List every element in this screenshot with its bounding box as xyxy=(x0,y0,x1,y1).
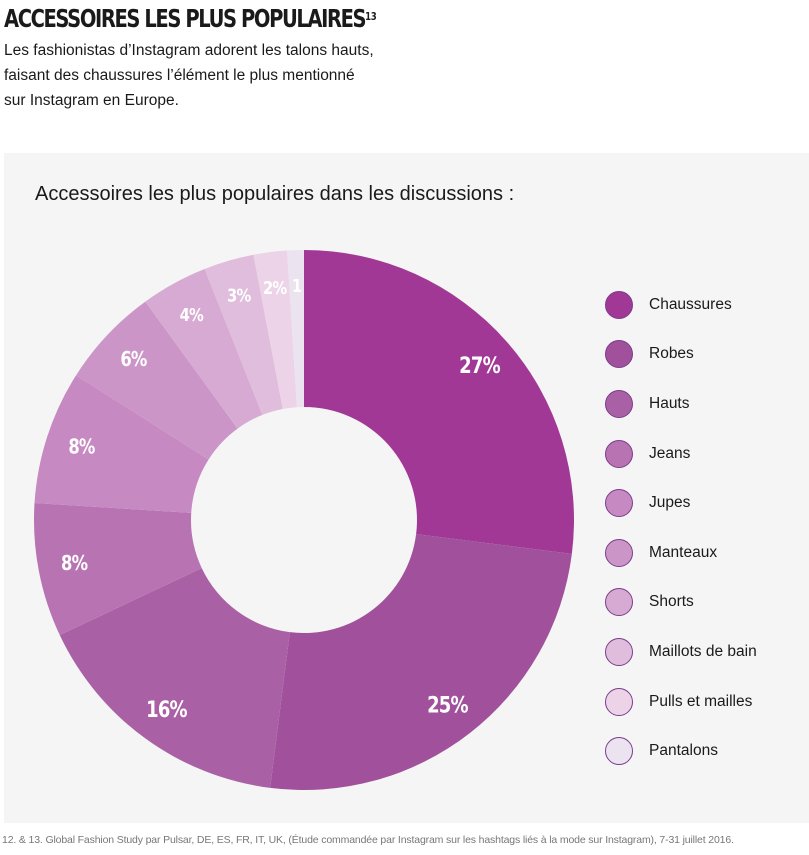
legend-item-jeans: Jeans xyxy=(605,429,757,479)
donut-slice-jeans xyxy=(33,503,202,635)
donut-slice-pantalons xyxy=(287,250,304,408)
legend-item-robes: Robes xyxy=(605,330,757,380)
chart-panel: Accessoires les plus populaires dans les… xyxy=(4,153,809,823)
page-title: ACCESSOIRES LES PLUS POPULAIRES13 xyxy=(4,2,441,36)
header: ACCESSOIRES LES PLUS POPULAIRES13 Les fa… xyxy=(4,2,564,113)
legend-item-shorts: Shorts xyxy=(605,578,757,628)
legend-swatch-jupes xyxy=(605,489,633,518)
legend-label-pulls-et-mailles: Pulls et mailles xyxy=(649,692,753,710)
donut-chart: 27% 25% 16% 8% 8% 6% 4% 3% 2% 1 xyxy=(33,250,574,790)
value-label-jeans: 8% xyxy=(61,552,88,575)
donut-slice-shorts xyxy=(145,268,263,429)
legend-swatch-pulls-et-mailles xyxy=(605,687,633,716)
legend-label-pantalons: Pantalons xyxy=(649,742,718,760)
value-label-pantalons: 1 xyxy=(292,276,302,297)
legend-swatch-maillots-de-bain xyxy=(605,637,633,666)
chart-title: Accessoires les plus populaires dans les… xyxy=(35,183,515,205)
page-title-text: ACCESSOIRES LES PLUS POPULAIRES xyxy=(4,4,367,33)
legend-label-shorts: Shorts xyxy=(649,593,694,611)
value-label-pulls-et-mailles: 2% xyxy=(263,277,287,298)
value-label-manteaux: 6% xyxy=(120,348,147,371)
donut-slice-manteaux xyxy=(76,301,238,460)
value-label-chaussures: 27% xyxy=(459,352,500,378)
chart-legend: Chaussures Robes Hauts Jeans Jupes Manteaux Sh… xyxy=(605,280,757,776)
legend-label-robes: Robes xyxy=(649,345,694,363)
legend-label-jupes: Jupes xyxy=(649,494,691,512)
donut-slice-chaussures xyxy=(304,250,574,554)
legend-label-manteaux: Manteaux xyxy=(649,543,718,561)
legend-swatch-pantalons xyxy=(605,737,633,766)
donut-slice-maillots-de-bain xyxy=(204,254,283,415)
legend-label-chaussures: Chaussures xyxy=(649,295,732,313)
donut-slices xyxy=(33,250,574,790)
donut-slice-pulls-et-mailles xyxy=(253,250,297,410)
value-label-robes: 25% xyxy=(427,692,468,718)
value-label-maillots-de-bain: 3% xyxy=(227,285,251,306)
page-subtitle: Les fashionistas d’Instagram adorent les… xyxy=(4,42,374,109)
legend-label-jeans: Jeans xyxy=(649,444,691,462)
donut-slice-robes xyxy=(270,534,572,790)
value-label-shorts: 4% xyxy=(180,305,204,326)
footnote: 12. & 13. Global Fashion Study par Pulsa… xyxy=(2,834,734,846)
legend-swatch-jeans xyxy=(605,439,633,468)
title-footnote-ref: 13 xyxy=(365,10,377,23)
donut-value-labels: 27% 25% 16% 8% 8% 6% 4% 3% 2% 1 xyxy=(61,276,501,723)
donut-slice-hauts xyxy=(59,568,290,788)
value-label-hauts: 16% xyxy=(146,696,187,722)
legend-item-jupes: Jupes xyxy=(605,478,757,528)
legend-item-manteaux: Manteaux xyxy=(605,528,757,578)
legend-swatch-chaussures xyxy=(605,290,633,319)
legend-swatch-manteaux xyxy=(605,538,633,567)
legend-item-chaussures: Chaussures xyxy=(605,280,757,330)
legend-label-hauts: Hauts xyxy=(649,394,690,412)
legend-item-pantalons: Pantalons xyxy=(605,726,757,776)
value-label-jupes: 8% xyxy=(68,436,95,459)
legend-item-hauts: Hauts xyxy=(605,379,757,429)
legend-item-maillots-de-bain: Maillots de bain xyxy=(605,627,757,677)
legend-swatch-hauts xyxy=(605,389,633,418)
legend-swatch-shorts xyxy=(605,588,633,617)
legend-swatch-robes xyxy=(605,340,633,369)
legend-label-maillots-de-bain: Maillots de bain xyxy=(649,642,757,660)
legend-item-pulls-et-mailles: Pulls et mailles xyxy=(605,677,757,727)
donut-slice-jupes xyxy=(34,375,209,513)
